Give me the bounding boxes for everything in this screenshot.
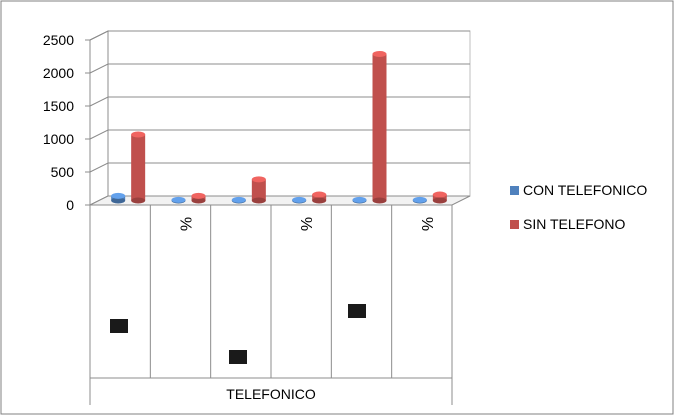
bar-body (372, 53, 387, 201)
bar-top (352, 196, 367, 203)
legend: CON TELEFONICO SIN TELEFONO (510, 182, 647, 232)
bar-body (131, 134, 146, 201)
group-label: TELEFONICO (226, 386, 316, 402)
bar (231, 196, 246, 204)
bar-top (131, 131, 146, 138)
group-marker (110, 319, 128, 333)
bar-base (111, 197, 126, 204)
bar (171, 196, 186, 204)
legend-label: SIN TELEFONO (523, 216, 626, 232)
group-marker (229, 350, 247, 364)
bar-base (312, 197, 327, 204)
gridline (89, 129, 470, 140)
gridline (89, 30, 470, 41)
category-label: % (418, 217, 435, 231)
y-tick-label: 0 (66, 197, 74, 213)
bar-top (251, 176, 266, 183)
grid-lines (89, 30, 470, 173)
legend-item: CON TELEFONICO (510, 182, 647, 198)
y-axis-ticks: 0 500 1000 1500 2000 2500 (43, 32, 91, 213)
category-table: %% % TELEFONICO (89, 205, 453, 405)
bar (432, 191, 447, 204)
bar-top (111, 192, 126, 199)
group-marker (348, 304, 366, 318)
bar (352, 196, 367, 204)
bar-top (372, 50, 387, 57)
bar-top (432, 191, 447, 198)
bar (412, 196, 427, 204)
legend-swatch (510, 220, 519, 229)
bar (131, 131, 146, 204)
bar (111, 192, 126, 204)
legend-swatch (510, 186, 519, 195)
gridline (89, 96, 470, 107)
bars (111, 50, 447, 204)
bar-base (191, 197, 206, 204)
bar (292, 196, 307, 204)
bar (251, 176, 266, 204)
y-tick-label: 2000 (43, 65, 74, 81)
bar-body (251, 179, 266, 201)
category-label: % (297, 217, 314, 231)
bar (312, 191, 327, 204)
category-label: % (177, 217, 194, 231)
bar-base (372, 197, 387, 204)
bar-base (131, 197, 146, 204)
gridline (89, 162, 470, 173)
bar-top (171, 196, 186, 203)
group-marker-block (110, 319, 128, 333)
y-tick-label: 1000 (43, 131, 74, 147)
bar (191, 192, 206, 204)
bar-top (412, 196, 427, 203)
y-tick-label: 500 (51, 164, 75, 180)
bar-top (292, 196, 307, 203)
legend-label: CON TELEFONICO (523, 182, 647, 198)
bar-top (312, 191, 327, 198)
bar-top (191, 192, 206, 199)
bar-top (231, 196, 246, 203)
group-marker-block (348, 304, 366, 318)
legend-item: SIN TELEFONO (510, 216, 626, 232)
bar (372, 50, 387, 204)
y-tick-label: 1500 (43, 98, 74, 114)
bar-base (251, 197, 266, 204)
y-tick-label: 2500 (43, 32, 74, 48)
group-marker-block (229, 350, 247, 364)
gridline (89, 63, 470, 74)
bar-base (432, 197, 447, 204)
